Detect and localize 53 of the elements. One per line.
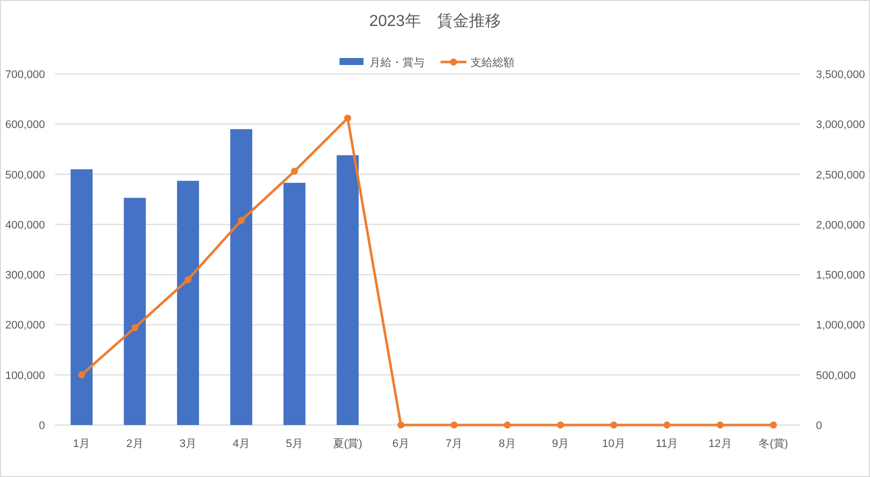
y-tick-label: 100,000 <box>5 370 45 382</box>
legend-label: 月給・賞与 <box>370 56 424 69</box>
x-tick-label: 4月 <box>232 438 250 450</box>
y-tick-label: 300,000 <box>5 270 45 282</box>
point <box>184 276 192 284</box>
y2-tick-label: 3,000,000 <box>816 119 865 132</box>
point <box>663 422 670 428</box>
point <box>344 114 352 122</box>
x-tick-label: 5月 <box>286 438 304 450</box>
point <box>610 422 618 428</box>
point <box>770 422 777 428</box>
y-tick-label: 400,000 <box>5 219 45 232</box>
y-tick-label: 700,000 <box>5 69 45 81</box>
point <box>290 168 298 175</box>
point <box>504 422 511 428</box>
y2-tick-label: 500,000 <box>816 370 856 382</box>
x-tick-label: 冬(賞) <box>758 437 788 450</box>
bar <box>70 169 93 425</box>
point <box>716 422 724 428</box>
bar <box>177 180 200 425</box>
y2-tick-label: 0 <box>816 420 822 432</box>
x-tick-label: 6月 <box>392 438 410 450</box>
point <box>238 216 245 224</box>
y-tick-label: 500,000 <box>5 169 45 182</box>
y-tick-label: 200,000 <box>5 320 45 332</box>
y2-tick-label: 1,000,000 <box>816 320 865 332</box>
x-tick-label: 1月 <box>73 438 90 450</box>
bar <box>124 198 146 425</box>
x-tick-label: 8月 <box>498 438 516 450</box>
point <box>450 422 458 428</box>
y2-tick-label: 2,500,000 <box>816 169 865 182</box>
y2-tick-label: 1,500,000 <box>816 270 865 282</box>
legend-label: 支給総額 <box>470 56 514 69</box>
y-tick-label: 600,000 <box>5 119 45 132</box>
bar <box>336 155 359 425</box>
bar <box>283 182 306 425</box>
bar <box>230 129 252 425</box>
y2-tick-label: 3,500,000 <box>816 69 865 81</box>
point <box>557 422 564 428</box>
x-tick-label: 夏(賞) <box>333 437 362 450</box>
point <box>78 371 86 378</box>
y2-tick-label: 2,000,000 <box>816 219 865 232</box>
x-tick-label: 2月 <box>126 438 144 450</box>
x-tick-label: 7月 <box>446 438 463 450</box>
chart-title: 2023年 賃金推移 <box>369 12 501 30</box>
x-tick-label: 10月 <box>602 438 626 450</box>
x-tick-label: 12月 <box>708 438 732 450</box>
point <box>397 422 404 428</box>
x-tick-label: 9月 <box>552 438 570 450</box>
x-tick-label: 11月 <box>656 438 678 450</box>
x-tick-label: 3月 <box>179 438 197 450</box>
y-tick-label: 0 <box>38 420 45 432</box>
point <box>131 324 138 332</box>
